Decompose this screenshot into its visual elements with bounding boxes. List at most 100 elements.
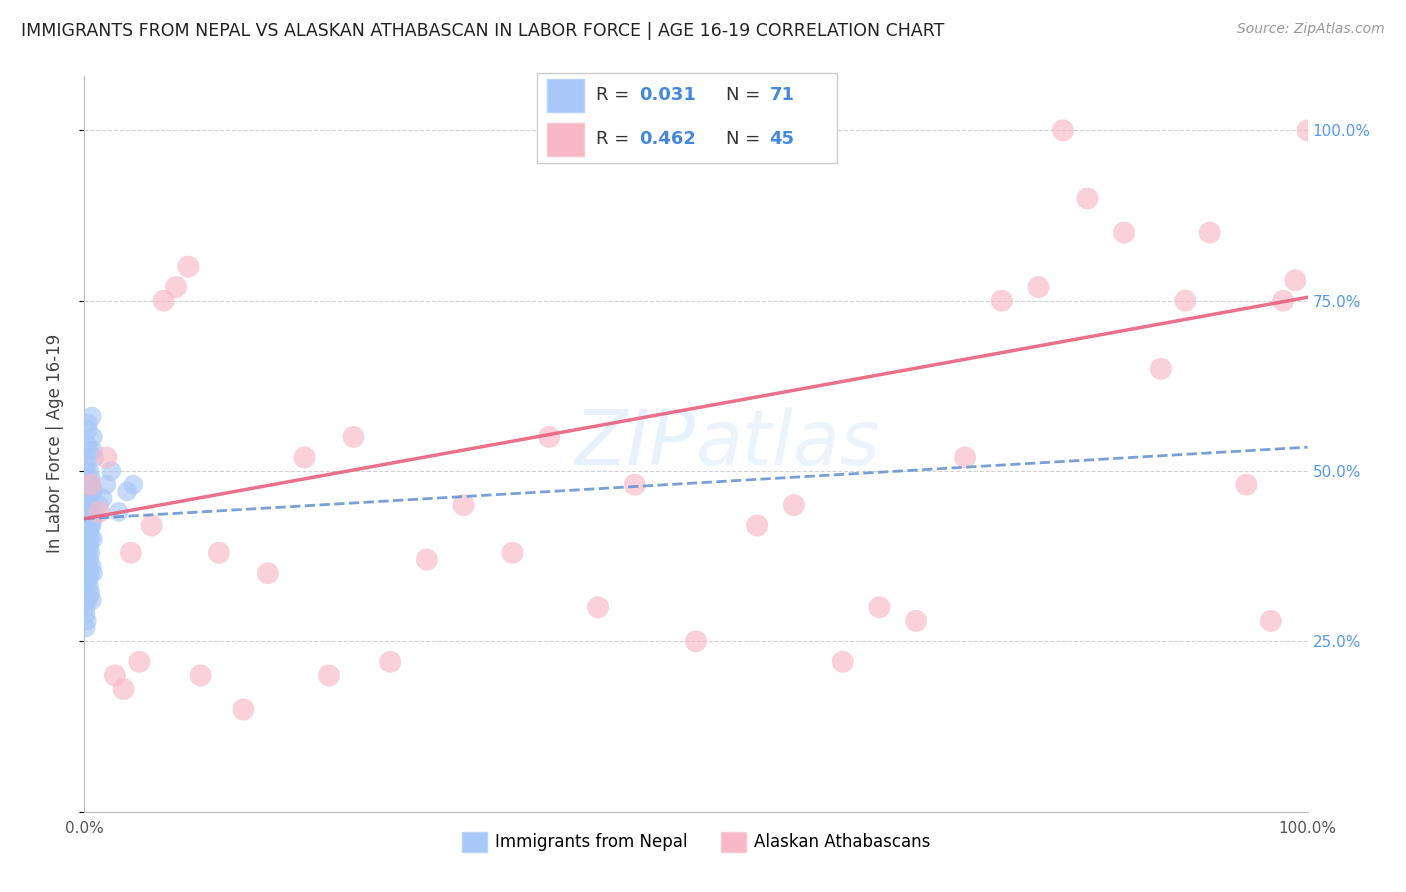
Point — [82, 443, 104, 458]
Point — [294, 450, 316, 465]
Point — [112, 681, 135, 696]
Point — [77, 491, 100, 506]
Point — [1076, 192, 1098, 206]
Point — [1052, 123, 1074, 137]
Text: atlas: atlas — [696, 407, 880, 481]
Point — [80, 559, 103, 574]
Point — [1236, 477, 1258, 491]
Point — [77, 417, 100, 431]
Point — [177, 260, 200, 274]
FancyBboxPatch shape — [537, 73, 838, 163]
Point — [624, 477, 647, 491]
Text: N =: N = — [725, 130, 761, 148]
Point — [77, 423, 100, 437]
Point — [79, 477, 101, 491]
Point — [77, 512, 100, 526]
Point — [77, 539, 100, 553]
Point — [75, 491, 97, 506]
Point — [831, 655, 853, 669]
Point — [122, 477, 145, 491]
Y-axis label: In Labor Force | Age 16-19: In Labor Force | Age 16-19 — [45, 334, 63, 553]
Point — [141, 518, 163, 533]
Point — [82, 484, 104, 499]
Point — [538, 430, 561, 444]
Point — [77, 464, 100, 478]
Point — [75, 580, 97, 594]
Point — [1028, 280, 1050, 294]
Point — [1174, 293, 1197, 308]
Point — [77, 443, 100, 458]
Point — [79, 498, 101, 512]
Point — [75, 621, 97, 635]
Point — [783, 498, 806, 512]
Point — [76, 457, 98, 471]
Point — [96, 477, 118, 491]
Point — [77, 525, 100, 540]
Point — [75, 539, 97, 553]
Point — [104, 668, 127, 682]
Point — [165, 280, 187, 294]
Legend: Immigrants from Nepal, Alaskan Athabascans: Immigrants from Nepal, Alaskan Athabasca… — [456, 825, 936, 859]
Point — [80, 484, 103, 499]
Point — [115, 484, 138, 499]
Point — [75, 600, 97, 615]
Point — [1260, 614, 1282, 628]
Point — [76, 546, 98, 560]
Point — [318, 668, 340, 682]
Point — [80, 518, 103, 533]
Point — [79, 587, 101, 601]
Point — [416, 552, 439, 566]
Point — [380, 655, 402, 669]
Text: R =: R = — [596, 130, 630, 148]
Point — [83, 450, 105, 465]
FancyBboxPatch shape — [547, 123, 583, 156]
Text: N =: N = — [725, 87, 761, 104]
Point — [75, 512, 97, 526]
Point — [83, 505, 105, 519]
Point — [79, 546, 101, 560]
Text: IMMIGRANTS FROM NEPAL VS ALASKAN ATHABASCAN IN LABOR FORCE | AGE 16-19 CORRELATI: IMMIGRANTS FROM NEPAL VS ALASKAN ATHABAS… — [21, 22, 945, 40]
Point — [76, 593, 98, 607]
Point — [190, 668, 212, 682]
Point — [76, 573, 98, 587]
Point — [1114, 226, 1136, 240]
Point — [80, 593, 103, 607]
Point — [953, 450, 976, 465]
Point — [82, 532, 104, 546]
Point — [77, 573, 100, 587]
Text: Source: ZipAtlas.com: Source: ZipAtlas.com — [1237, 22, 1385, 37]
Point — [77, 525, 100, 540]
Point — [342, 430, 364, 444]
Point — [87, 505, 110, 519]
Point — [905, 614, 928, 628]
Point — [685, 634, 707, 648]
Point — [128, 655, 150, 669]
Point — [79, 566, 101, 581]
Point — [76, 436, 98, 450]
Point — [76, 532, 98, 546]
Point — [82, 566, 104, 581]
Point — [869, 600, 891, 615]
Point — [76, 587, 98, 601]
Point — [75, 464, 97, 478]
Point — [79, 518, 101, 533]
Point — [75, 607, 97, 621]
Point — [75, 525, 97, 540]
Point — [76, 505, 98, 519]
Point — [87, 498, 110, 512]
Text: 71: 71 — [769, 87, 794, 104]
Point — [1150, 361, 1173, 376]
Point — [153, 293, 176, 308]
Point — [79, 477, 101, 491]
Point — [208, 546, 231, 560]
Point — [79, 471, 101, 485]
Point — [96, 450, 118, 465]
Point — [80, 409, 103, 424]
Point — [77, 484, 100, 499]
Point — [77, 593, 100, 607]
Text: R =: R = — [596, 87, 630, 104]
Point — [453, 498, 475, 512]
Point — [1272, 293, 1295, 308]
Point — [80, 477, 103, 491]
Text: 0.031: 0.031 — [640, 87, 696, 104]
